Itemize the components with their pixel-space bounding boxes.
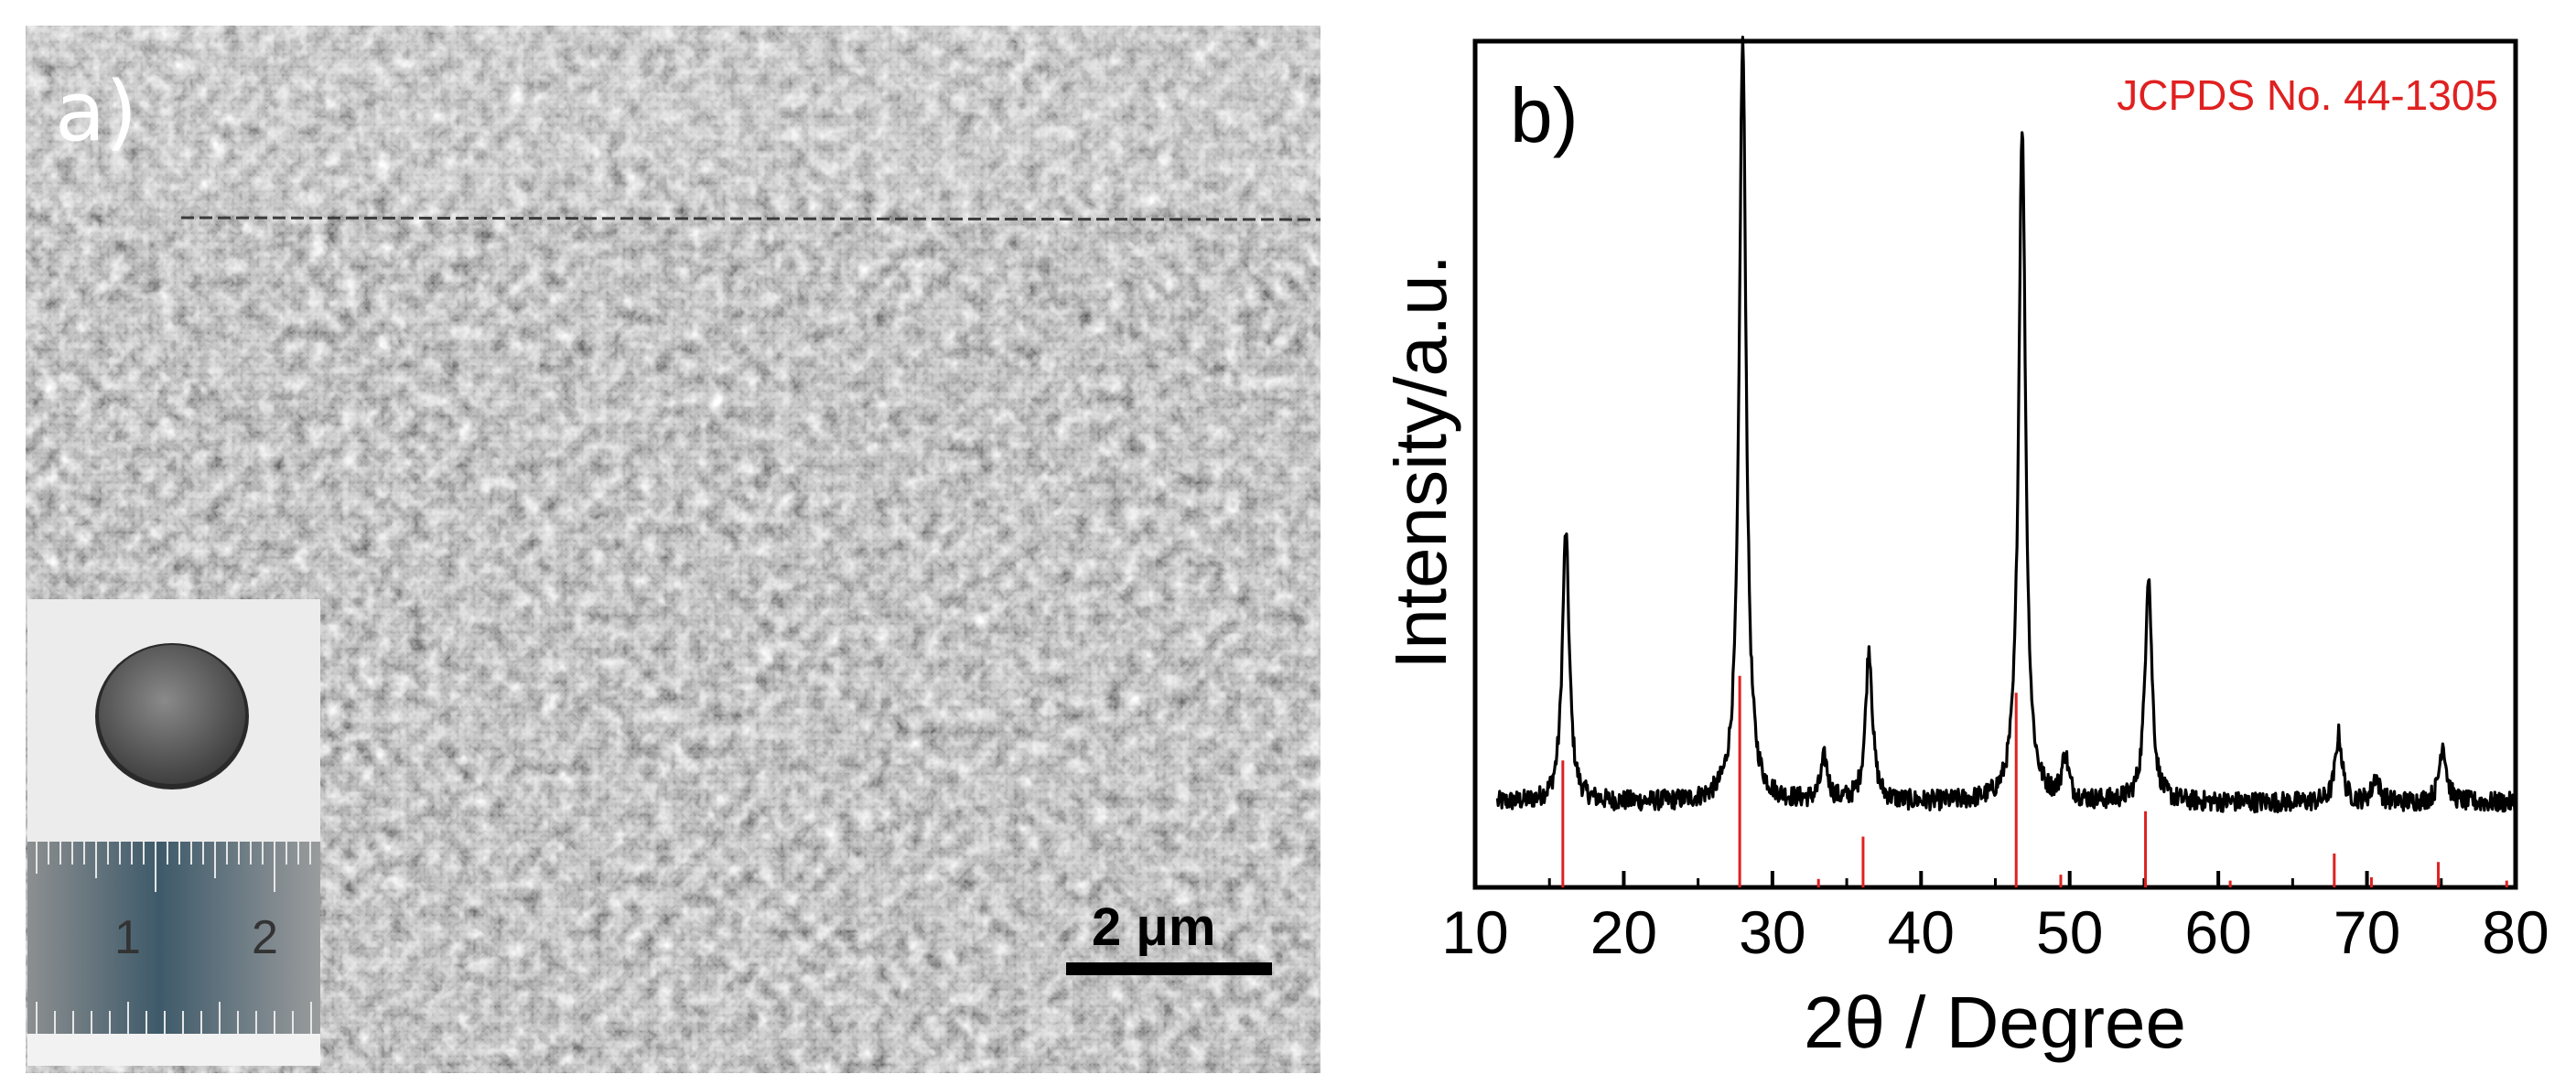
reference-legend-label: JCPDS No. 44-1305 [2117,71,2498,119]
panel-a-label: a) [55,64,138,160]
x-tick-label: 10 [1441,898,1508,966]
reference-lines [1561,675,2508,887]
x-axis-title: 2θ / Degree [1804,982,2186,1063]
x-tick-label: 20 [1590,898,1657,966]
y-axis-title: Intensity/a.u. [1380,254,1461,670]
xrd-chart: 10 20 30 40 50 60 70 80 b) JCPDS No. 44-1305 2θ… [1380,36,2549,1063]
sample-photo-inset: 1 2 [27,599,320,1066]
scale-bar-line [1066,962,1272,975]
plot-area-frame [1472,38,2518,890]
panel-b-label: b) [1510,72,1579,158]
x-tick-label: 50 [2036,898,2103,966]
scale-bar: 2 μm [1066,897,1272,979]
pellet-and-ruler-photo [27,599,320,1066]
x-tick-label: 60 [2184,898,2251,966]
ruler-tick-label-2: 2 [252,911,278,964]
x-tick-label: 30 [1739,898,1805,966]
panel-b-xrd: 10 20 30 40 50 60 70 80 b) JCPDS No. 44-1305 2θ… [1327,0,2576,1085]
scale-bar-label: 2 μm [1092,897,1216,957]
x-tick-label: 80 [2482,898,2549,966]
x-tick-label: 40 [1888,898,1955,966]
panel-a-sem: a) [26,26,1320,1073]
sem-micrograph-image [26,26,1320,1073]
x-axis-tick-labels: 10 20 30 40 50 60 70 80 [1441,898,2549,966]
x-tick-label: 70 [2333,898,2400,966]
xrd-pattern-line [1495,36,2517,814]
x-axis-ticks [1473,871,2517,887]
ruler-tick-label-1: 1 [114,911,141,964]
